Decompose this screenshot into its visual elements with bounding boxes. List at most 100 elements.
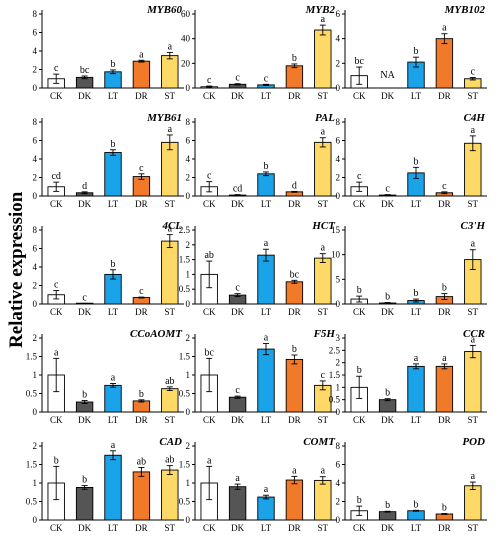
panel-title: MYB61: [146, 112, 182, 124]
significance-label: b: [111, 139, 116, 150]
panel-title: POD: [462, 436, 485, 448]
chart-panel: PAL 0 2 4 6 8 c CK cd DK b LT d DR a ST: [186, 112, 337, 209]
panel-title: MYB2: [305, 4, 336, 16]
bar: [464, 485, 482, 521]
y-tick-label: 1.5: [179, 460, 191, 470]
y-tick-label: 0: [33, 299, 38, 309]
significance-label: a: [414, 353, 419, 364]
significance-label: a: [168, 124, 173, 135]
y-tick-label: 0: [33, 191, 38, 201]
x-tick-label: LT: [108, 523, 119, 533]
panel-title: MYB102: [444, 4, 486, 16]
significance-label: b: [264, 161, 269, 172]
significance-label: c: [139, 286, 144, 297]
significance-label: c: [442, 181, 447, 192]
y-tick-label: 2: [186, 173, 191, 183]
y-tick-label: 4: [33, 154, 38, 164]
bar: [104, 71, 122, 89]
chart-panel: C4H 0 2 4 6 8 c CK c DK b LT c DR a ST: [336, 112, 487, 209]
bar: [257, 254, 275, 305]
bar: [285, 281, 304, 305]
significance-label: b: [357, 365, 362, 376]
y-tick-label: 8: [33, 9, 38, 19]
y-tick-label: 1: [186, 370, 191, 380]
significance-label: a: [442, 23, 447, 34]
y-tick-label: 2: [186, 333, 191, 343]
y-tick-label: 2: [33, 173, 38, 183]
bar: [161, 469, 179, 521]
significance-label: a: [321, 243, 326, 254]
chart-panel: COMT 0 0.5 1 1.5 2 a CK a DK a LT a DR a ST: [179, 436, 337, 533]
significance-label: a: [471, 239, 476, 250]
significance-label: b: [414, 46, 419, 57]
bar: [228, 486, 247, 521]
y-tick-label: 2: [336, 358, 341, 368]
x-tick-label: DK: [231, 523, 244, 533]
y-tick-label: 0: [336, 83, 341, 93]
significance-label: a: [442, 353, 447, 364]
x-tick-label: ST: [468, 91, 479, 101]
significance-label: c: [235, 385, 240, 396]
x-tick-label: LT: [108, 415, 119, 425]
significance-label: c: [207, 171, 212, 182]
x-tick-label: ST: [318, 307, 329, 317]
x-tick-label: ST: [318, 523, 329, 533]
y-tick-label: 0: [186, 191, 191, 201]
bar: [257, 496, 275, 521]
bar: [132, 400, 151, 413]
y-tick-label: 0: [336, 407, 341, 417]
y-tick-label: 1.5: [179, 352, 191, 362]
x-tick-label: DR: [135, 91, 148, 101]
x-tick-label: CK: [50, 91, 63, 101]
panel-title: C3'H: [461, 220, 486, 232]
significance-label: c: [321, 370, 326, 381]
y-tick-label: 0: [33, 407, 38, 417]
bar: [407, 365, 425, 413]
x-tick-label: DK: [78, 199, 91, 209]
bar: [132, 60, 151, 89]
y-tick-label: 1: [33, 370, 38, 380]
x-tick-label: DK: [231, 199, 244, 209]
y-tick-label: 8: [186, 117, 191, 127]
y-tick-label: 4: [33, 262, 38, 272]
x-tick-label: ST: [318, 91, 329, 101]
chart-panel: POD 0 2 4 6 8 b CK b DK b LT b DR a ST: [336, 436, 487, 533]
bar: [285, 479, 304, 521]
significance-label: c: [235, 73, 240, 84]
x-tick-label: ST: [318, 415, 329, 425]
significance-label: ab: [165, 376, 174, 387]
significance-label: c: [207, 75, 212, 86]
panel-title: CCR: [463, 328, 485, 340]
bar: [314, 29, 332, 89]
y-tick-label: 0.5: [329, 395, 341, 405]
significance-label: b: [442, 283, 447, 294]
bar: [161, 55, 179, 89]
significance-label: a: [321, 14, 326, 25]
significance-label: c: [82, 292, 87, 303]
bar: [228, 396, 247, 413]
y-tick-label: 60: [181, 9, 191, 19]
y-tick-label: 0.5: [26, 497, 38, 507]
bar: [378, 511, 397, 521]
significance-label: d: [82, 181, 87, 192]
x-tick-label: CK: [353, 523, 366, 533]
y-tick-label: 10: [331, 250, 341, 260]
significance-label: d: [292, 180, 297, 191]
x-tick-label: DK: [78, 307, 91, 317]
x-tick-label: ST: [318, 199, 329, 209]
x-tick-label: LT: [261, 523, 272, 533]
significance-label: a: [471, 471, 476, 482]
x-tick-label: DR: [438, 415, 451, 425]
significance-label: b: [54, 455, 59, 466]
bar: [407, 510, 425, 521]
x-tick-label: CK: [50, 523, 63, 533]
y-tick-label: 8: [33, 117, 38, 127]
significance-label: NA: [380, 70, 395, 81]
y-tick-label: 0: [33, 83, 38, 93]
y-tick-label: 0: [186, 299, 191, 309]
y-tick-label: 3: [336, 333, 341, 343]
x-tick-label: DR: [438, 523, 451, 533]
x-tick-label: CK: [353, 199, 366, 209]
chart-panel: MYB61 0 2 4 6 8 cd CK d DK b LT c DR a ST: [33, 112, 184, 209]
significance-label: b: [357, 285, 362, 296]
